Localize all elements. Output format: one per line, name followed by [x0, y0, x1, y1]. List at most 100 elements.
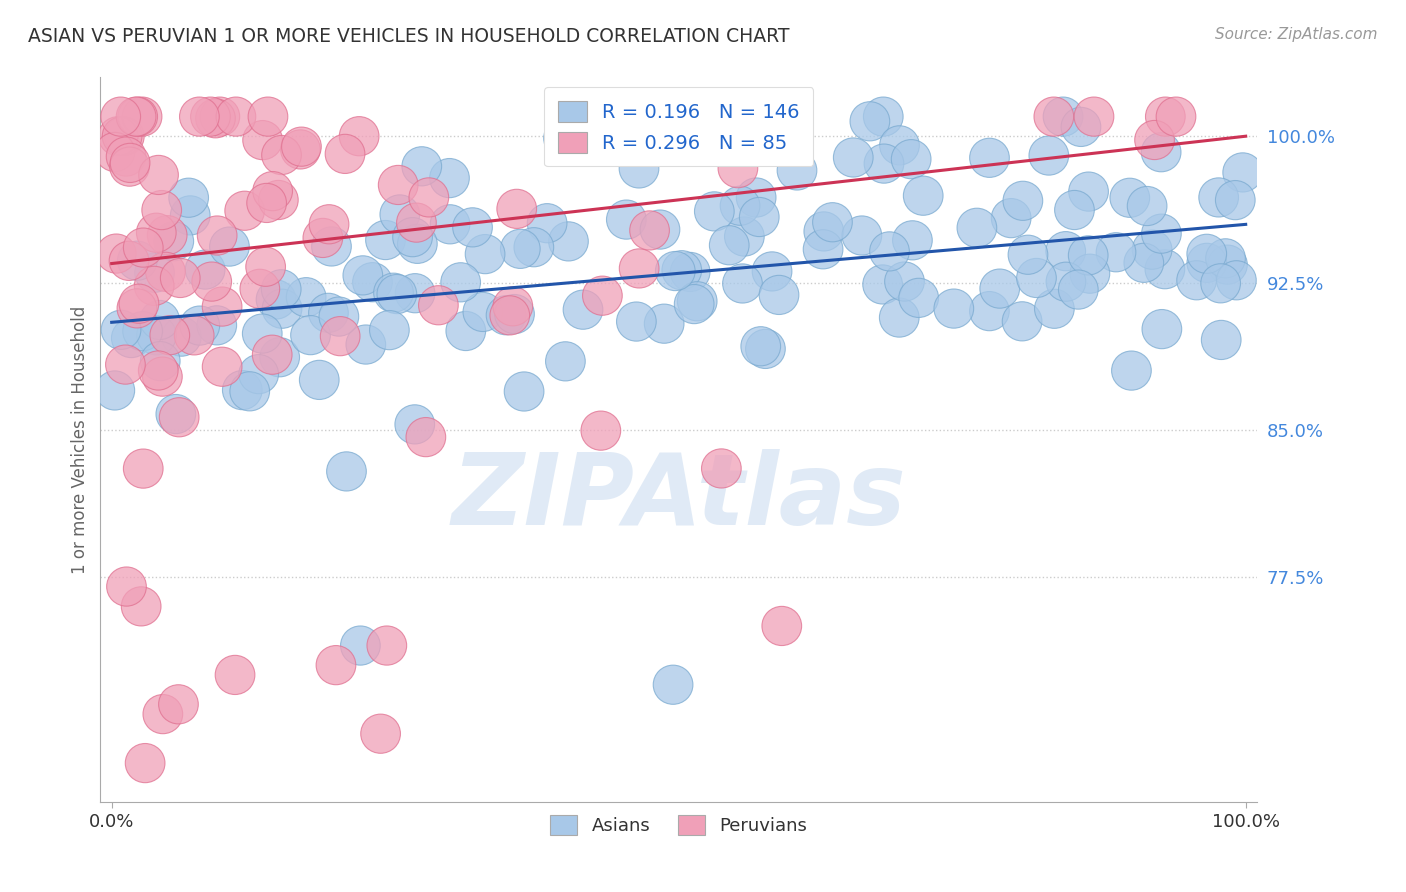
Ellipse shape: [202, 287, 242, 326]
Ellipse shape: [893, 220, 932, 260]
Ellipse shape: [409, 178, 449, 217]
Ellipse shape: [200, 97, 239, 136]
Ellipse shape: [1033, 97, 1074, 136]
Ellipse shape: [1046, 262, 1085, 301]
Ellipse shape: [737, 178, 776, 217]
Ellipse shape: [1043, 97, 1083, 136]
Ellipse shape: [1156, 97, 1197, 136]
Ellipse shape: [291, 316, 330, 355]
Ellipse shape: [339, 117, 380, 156]
Ellipse shape: [1206, 239, 1246, 278]
Ellipse shape: [321, 317, 360, 356]
Ellipse shape: [640, 210, 681, 249]
Ellipse shape: [1046, 232, 1085, 271]
Ellipse shape: [1029, 136, 1069, 175]
Ellipse shape: [141, 342, 180, 381]
Ellipse shape: [1187, 235, 1226, 274]
Ellipse shape: [395, 274, 434, 313]
Ellipse shape: [1002, 301, 1042, 341]
Ellipse shape: [1069, 235, 1108, 275]
Ellipse shape: [1074, 97, 1114, 136]
Ellipse shape: [1177, 260, 1216, 300]
Ellipse shape: [111, 318, 152, 358]
Ellipse shape: [135, 267, 174, 305]
Ellipse shape: [122, 311, 163, 351]
Ellipse shape: [402, 146, 441, 186]
Ellipse shape: [308, 293, 349, 333]
Ellipse shape: [120, 285, 159, 323]
Ellipse shape: [367, 626, 406, 665]
Ellipse shape: [96, 132, 135, 171]
Ellipse shape: [863, 265, 903, 304]
Ellipse shape: [1054, 190, 1094, 229]
Ellipse shape: [630, 211, 669, 250]
Ellipse shape: [496, 189, 537, 228]
Ellipse shape: [970, 138, 1010, 178]
Ellipse shape: [446, 311, 485, 351]
Ellipse shape: [606, 200, 647, 239]
Ellipse shape: [710, 226, 749, 265]
Ellipse shape: [724, 217, 765, 256]
Ellipse shape: [186, 250, 225, 289]
Ellipse shape: [582, 277, 623, 315]
Ellipse shape: [124, 449, 163, 488]
Ellipse shape: [1112, 351, 1152, 390]
Ellipse shape: [312, 227, 352, 266]
Ellipse shape: [101, 97, 141, 136]
Ellipse shape: [156, 394, 195, 434]
Ellipse shape: [718, 149, 758, 187]
Ellipse shape: [441, 263, 481, 301]
Ellipse shape: [419, 285, 458, 325]
Ellipse shape: [325, 135, 366, 173]
Ellipse shape: [240, 269, 280, 309]
Ellipse shape: [619, 249, 659, 288]
Ellipse shape: [247, 184, 287, 222]
Ellipse shape: [741, 326, 780, 366]
Ellipse shape: [353, 262, 392, 301]
Ellipse shape: [374, 273, 413, 312]
Ellipse shape: [778, 151, 817, 190]
Ellipse shape: [118, 241, 157, 280]
Ellipse shape: [934, 289, 974, 328]
Ellipse shape: [209, 227, 249, 266]
Ellipse shape: [465, 235, 505, 274]
Ellipse shape: [396, 203, 436, 243]
Ellipse shape: [1215, 180, 1256, 219]
Ellipse shape: [304, 219, 343, 258]
Ellipse shape: [957, 208, 997, 247]
Ellipse shape: [242, 314, 283, 353]
Ellipse shape: [1097, 233, 1136, 272]
Ellipse shape: [1109, 178, 1150, 218]
Ellipse shape: [695, 192, 734, 231]
Ellipse shape: [1132, 230, 1173, 269]
Ellipse shape: [380, 194, 419, 234]
Ellipse shape: [105, 345, 145, 384]
Ellipse shape: [494, 286, 533, 326]
Ellipse shape: [395, 405, 434, 444]
Text: ASIAN VS PERUVIAN 1 OR MORE VEHICLES IN HOUSEHOLD CORRELATION CHART: ASIAN VS PERUVIAN 1 OR MORE VEHICLES IN …: [28, 27, 790, 45]
Ellipse shape: [1069, 172, 1108, 211]
Ellipse shape: [759, 276, 799, 315]
Ellipse shape: [259, 180, 298, 219]
Ellipse shape: [654, 665, 693, 705]
Ellipse shape: [662, 251, 702, 290]
Ellipse shape: [617, 302, 657, 341]
Ellipse shape: [863, 97, 903, 136]
Ellipse shape: [326, 452, 367, 491]
Ellipse shape: [366, 220, 405, 260]
Ellipse shape: [281, 127, 322, 166]
Ellipse shape: [1008, 235, 1047, 275]
Ellipse shape: [1146, 97, 1185, 136]
Ellipse shape: [197, 216, 238, 255]
Ellipse shape: [309, 204, 349, 244]
Ellipse shape: [720, 186, 759, 226]
Ellipse shape: [453, 208, 492, 247]
Ellipse shape: [170, 196, 209, 235]
Text: Source: ZipAtlas.com: Source: ZipAtlas.com: [1215, 27, 1378, 42]
Ellipse shape: [139, 301, 180, 340]
Ellipse shape: [96, 371, 135, 410]
Ellipse shape: [256, 280, 295, 319]
Ellipse shape: [117, 97, 156, 136]
Ellipse shape: [904, 176, 943, 215]
Ellipse shape: [880, 126, 920, 165]
